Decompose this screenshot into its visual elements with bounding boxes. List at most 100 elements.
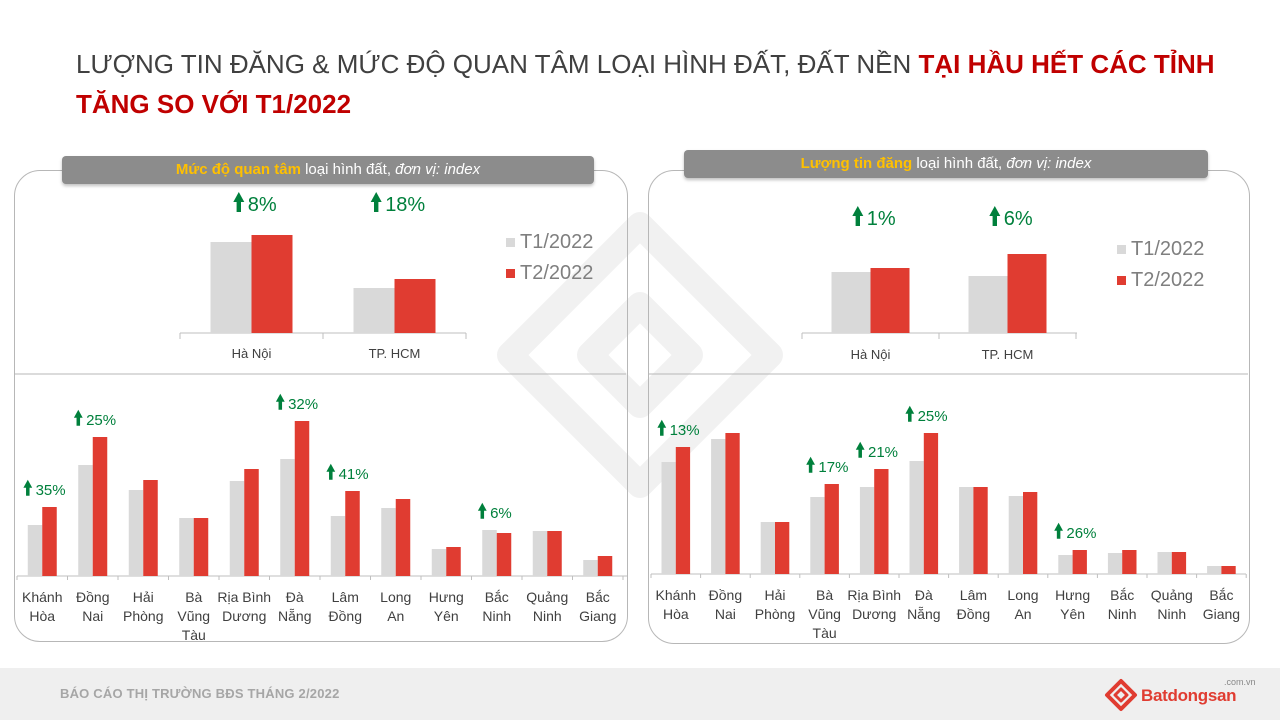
growth-label: 17% — [818, 459, 848, 476]
category-label: Vũng — [808, 606, 841, 622]
bar-t1-2022 — [1008, 496, 1023, 574]
page-title: LƯỢNG TIN ĐĂNG & MỨC ĐỘ QUAN TÂM LOẠI HÌ… — [76, 44, 1226, 124]
up-arrow-icon — [326, 463, 336, 480]
bar-t2-2022 — [1171, 552, 1187, 574]
bar-t2-2022 — [775, 522, 790, 574]
bar-t1-2022 — [128, 490, 144, 576]
bar-t1-2022 — [959, 487, 974, 574]
bar-t2-2022 — [294, 421, 310, 576]
right-header-accent: Lượng tin đăng — [800, 155, 913, 172]
up-arrow-icon — [370, 192, 382, 212]
bar-t1-2022 — [482, 530, 497, 576]
bar-t1-2022 — [210, 242, 252, 333]
category-label: Đồng — [709, 587, 742, 603]
page-title-normal: LƯỢNG TIN ĐĂNG & MỨC ĐỘ QUAN TÂM LOẠI HÌ… — [76, 49, 919, 79]
category-label: Lâm — [332, 589, 359, 605]
bar-t1-2022 — [1058, 555, 1073, 574]
up-arrow-icon — [855, 441, 865, 458]
growth-label: 21% — [868, 444, 898, 461]
category-label: TP. HCM — [369, 346, 421, 361]
bar-t2-2022 — [42, 507, 57, 576]
category-label: Yên — [1060, 606, 1085, 622]
category-label: Rịa Bình — [217, 589, 271, 605]
bar-t2-2022 — [1221, 566, 1236, 574]
bar-t2-2022 — [1122, 550, 1137, 574]
up-arrow-icon — [905, 405, 915, 422]
category-label: Phòng — [755, 606, 795, 622]
category-label: Ninh — [1157, 606, 1186, 622]
category-label: Đà — [915, 587, 933, 603]
bar-t1-2022 — [330, 516, 346, 576]
growth-label: 13% — [670, 422, 700, 439]
category-label: Bà — [816, 587, 833, 603]
up-arrow-icon — [852, 206, 864, 226]
up-arrow-icon — [233, 192, 245, 212]
bar-t2-2022 — [824, 484, 839, 574]
bar-t2-2022 — [675, 447, 691, 574]
category-label: Nai — [715, 606, 736, 622]
bar-t1-2022 — [431, 549, 447, 576]
category-label: Bà — [185, 589, 202, 605]
legend-swatch — [506, 269, 515, 278]
category-label: Hòa — [663, 606, 689, 622]
bar-t2-2022 — [251, 235, 293, 333]
right-panel-header: Lượng tin đăng loại hình đất, đơn vị: in… — [684, 150, 1208, 178]
left-header-unit: đơn vị: index — [395, 161, 481, 178]
growth-label: 8% — [248, 194, 277, 216]
bar-t1-2022 — [353, 288, 395, 333]
up-arrow-icon — [1054, 522, 1063, 539]
growth-label: 35% — [36, 482, 66, 499]
growth-label: 18% — [385, 194, 425, 216]
category-label: Hà Nội — [232, 346, 272, 361]
bar-t1-2022 — [179, 518, 194, 576]
category-label: An — [1014, 606, 1031, 622]
bar-t1-2022 — [760, 522, 775, 574]
bar-t1-2022 — [1157, 552, 1172, 574]
category-label: Long — [1007, 587, 1038, 603]
footer-report-title: BÁO CÁO THỊ TRƯỜNG BĐS THÁNG 2/2022 — [60, 686, 340, 701]
bar-t2-2022 — [874, 469, 889, 574]
watermark-logo — [497, 212, 783, 498]
bar-t1-2022 — [859, 487, 875, 574]
category-label: Quảng — [1151, 587, 1193, 603]
legend-swatch — [1117, 276, 1126, 285]
bar-t1-2022 — [229, 481, 245, 576]
category-label: Hưng — [429, 589, 464, 605]
bar-t2-2022 — [244, 469, 259, 576]
bar-t1-2022 — [1107, 553, 1123, 574]
category-label: Hải — [764, 587, 785, 603]
category-label: Đồng — [329, 608, 362, 624]
category-label: Tàu — [813, 625, 837, 641]
category-label: Ninh — [482, 608, 511, 624]
category-label: Nai — [82, 608, 103, 624]
bar-t1-2022 — [831, 272, 871, 333]
bar-t1-2022 — [27, 525, 43, 576]
category-label: Giang — [1203, 606, 1240, 622]
bar-t2-2022 — [345, 491, 360, 576]
brand-logo[interactable]: Batdongsan .com.vn — [1104, 672, 1264, 716]
bar-t1-2022 — [810, 497, 825, 574]
bar-t2-2022 — [496, 533, 512, 576]
bar-t2-2022 — [1007, 254, 1047, 333]
category-label: Tàu — [182, 627, 206, 643]
page-title-highlight: TẠI HẦU HẾT CÁC TỈNH TĂNG SO VỚI T1/2022 — [76, 49, 1215, 119]
category-label: Ninh — [533, 608, 562, 624]
left-header-accent: Mức độ quan tâm — [175, 161, 301, 178]
up-arrow-icon — [23, 479, 33, 496]
category-label: Vũng — [177, 608, 210, 624]
category-label: Hà Nội — [851, 347, 891, 362]
bar-t1-2022 — [381, 508, 396, 576]
bar-t1-2022 — [1207, 566, 1222, 574]
bar-t2-2022 — [1023, 492, 1038, 574]
bar-t2-2022 — [923, 433, 939, 574]
bar-t2-2022 — [446, 547, 461, 576]
right-header-unit: đơn vị: index — [1006, 155, 1092, 172]
bar-t2-2022 — [193, 518, 209, 576]
legend-label: T2/2022 — [1131, 269, 1204, 291]
bar-t1-2022 — [968, 276, 1008, 333]
bar-t2-2022 — [143, 480, 158, 576]
up-arrow-icon — [989, 206, 1001, 226]
category-label: Đồng — [76, 589, 109, 605]
category-label: Long — [380, 589, 411, 605]
bar-t2-2022 — [547, 531, 562, 576]
